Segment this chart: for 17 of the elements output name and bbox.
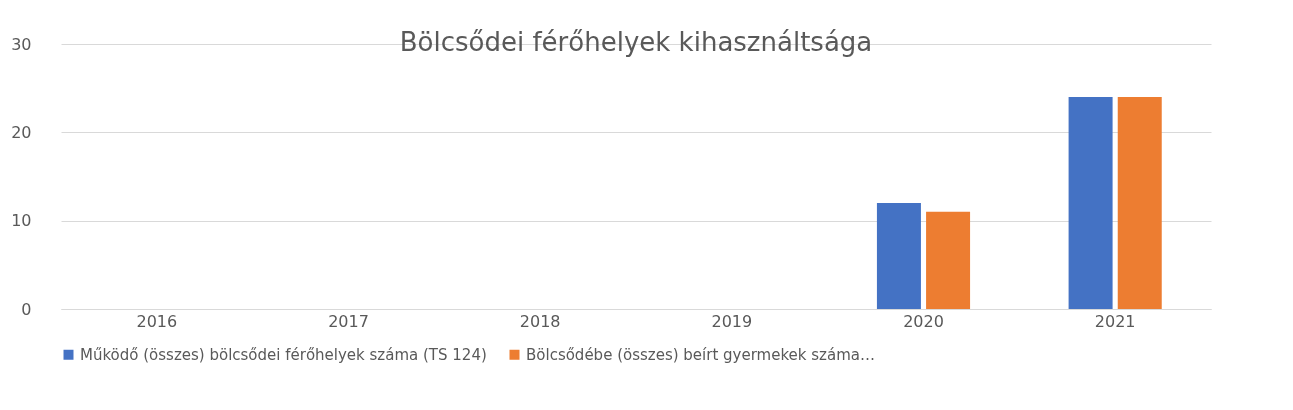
y-tick-label: 30 xyxy=(11,34,32,54)
y-tick-label: 20 xyxy=(11,122,32,142)
x-tick-label: 2021 xyxy=(1094,311,1136,331)
x-tick-label: 2020 xyxy=(903,311,944,331)
x-tick-label: 2018 xyxy=(519,311,561,331)
bar xyxy=(1117,97,1162,309)
chart-title: Bölcsődei férőhelyek kihasználtsága xyxy=(399,27,873,57)
legend-label: Bölcsődébe (összes) beírt gyermekek száma… xyxy=(526,345,875,364)
x-tick-label: 2019 xyxy=(711,311,753,331)
bar xyxy=(1068,97,1113,309)
y-tick-label: 10 xyxy=(11,211,32,231)
bar xyxy=(926,211,971,309)
x-tick-label: 2016 xyxy=(136,311,178,331)
bar xyxy=(876,203,921,309)
x-tick-label: 2017 xyxy=(328,311,369,331)
y-tick-label: 0 xyxy=(21,299,32,319)
legend-label: Működő (összes) bölcsődei férőhelyek száma (TS 124) xyxy=(80,345,487,364)
